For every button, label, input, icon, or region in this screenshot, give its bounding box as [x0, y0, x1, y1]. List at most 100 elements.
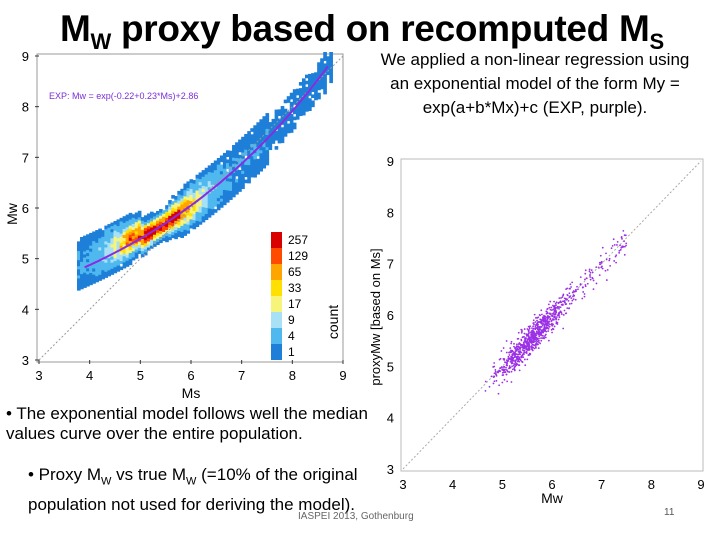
scatter-point — [608, 259, 611, 262]
density-cell — [238, 176, 242, 180]
y-tick-label: 5 — [22, 252, 29, 267]
density-cell — [259, 161, 264, 166]
density-cell — [159, 230, 163, 234]
density-cell — [268, 146, 273, 151]
scatter-point — [513, 342, 515, 345]
density-cell — [186, 202, 191, 207]
density-cell — [274, 118, 279, 123]
density-cell — [247, 173, 251, 178]
density-cell — [244, 161, 248, 165]
density-cell — [171, 234, 175, 239]
density-cell — [259, 122, 264, 126]
scatter-point — [591, 271, 594, 274]
scatter-point — [527, 335, 530, 338]
density-cell — [168, 209, 172, 213]
density-cell — [271, 128, 276, 132]
scatter-point — [528, 347, 531, 350]
density-cell — [98, 268, 102, 272]
density-cell — [241, 164, 245, 168]
scatter-point — [493, 380, 496, 383]
scatter-point — [557, 301, 560, 304]
density-cell — [201, 206, 206, 211]
density-cell — [122, 258, 127, 263]
scatter-point — [534, 345, 537, 348]
density-cell — [159, 209, 163, 213]
density-cell — [210, 178, 215, 182]
density-cell — [116, 268, 121, 272]
density-cell — [77, 265, 81, 270]
density-cell — [125, 217, 130, 222]
scatter-point — [555, 321, 558, 323]
density-cell — [80, 261, 84, 265]
density-cell — [295, 106, 300, 111]
density-cell — [198, 199, 203, 204]
density-cell — [204, 198, 209, 202]
density-cell — [125, 235, 130, 240]
density-cell — [119, 226, 124, 231]
scatter-point — [564, 301, 566, 304]
density-cell — [98, 228, 102, 233]
density-cell — [183, 195, 188, 200]
density-cell — [186, 196, 191, 201]
density-cell — [122, 249, 127, 254]
scatter-point — [500, 366, 503, 368]
fit-curve — [84, 65, 329, 269]
density-cell — [311, 82, 315, 86]
density-cell — [77, 262, 81, 267]
scatter-point — [513, 352, 516, 355]
density-cell — [122, 243, 127, 248]
scatter-point — [574, 298, 577, 301]
density-cell — [289, 117, 294, 121]
density-cell — [192, 204, 197, 208]
density-cell — [229, 159, 233, 164]
scatter-point — [548, 306, 551, 309]
density-cell — [113, 230, 118, 234]
density-cell — [253, 161, 257, 166]
density-cell — [207, 174, 212, 179]
density-cell — [259, 119, 264, 123]
density-cell — [80, 267, 84, 272]
density-cell — [201, 218, 206, 223]
scatter-point — [561, 296, 564, 299]
density-cell — [323, 84, 327, 89]
density-cell — [137, 250, 142, 254]
scatter-point — [535, 339, 538, 342]
density-cell — [241, 167, 245, 171]
scatter-point — [510, 370, 513, 373]
density-cell — [292, 89, 297, 93]
y-tick-label: 9 — [22, 52, 29, 64]
density-cell — [268, 122, 273, 126]
density-cell — [241, 179, 245, 183]
density-cell — [253, 134, 257, 139]
density-cell — [207, 168, 212, 173]
density-cell — [314, 84, 318, 89]
density-cell — [95, 257, 99, 262]
scatter-point — [620, 246, 623, 249]
density-cell — [128, 252, 133, 257]
density-cell — [86, 234, 90, 238]
scatter-point — [517, 346, 520, 349]
density-cell — [298, 106, 303, 110]
density-cell — [137, 225, 142, 230]
density-cell — [241, 155, 245, 159]
density-cell — [289, 107, 294, 112]
density-cell — [110, 259, 115, 263]
density-cell — [219, 188, 224, 193]
density-cell — [122, 231, 127, 236]
scatter-point — [601, 267, 604, 270]
scatter-point — [531, 327, 533, 330]
density-cell — [274, 124, 279, 129]
density-cell — [256, 125, 260, 129]
scatter-point — [542, 328, 545, 331]
scatter-point — [555, 310, 557, 313]
density-cell — [95, 251, 99, 255]
density-cell — [241, 151, 245, 156]
density-cell — [329, 52, 333, 53]
density-cell — [301, 93, 306, 98]
scatter-point — [549, 317, 552, 320]
density-cell — [232, 175, 236, 180]
density-cell — [143, 245, 148, 250]
scatter-point — [547, 316, 550, 319]
density-cell — [146, 225, 151, 230]
